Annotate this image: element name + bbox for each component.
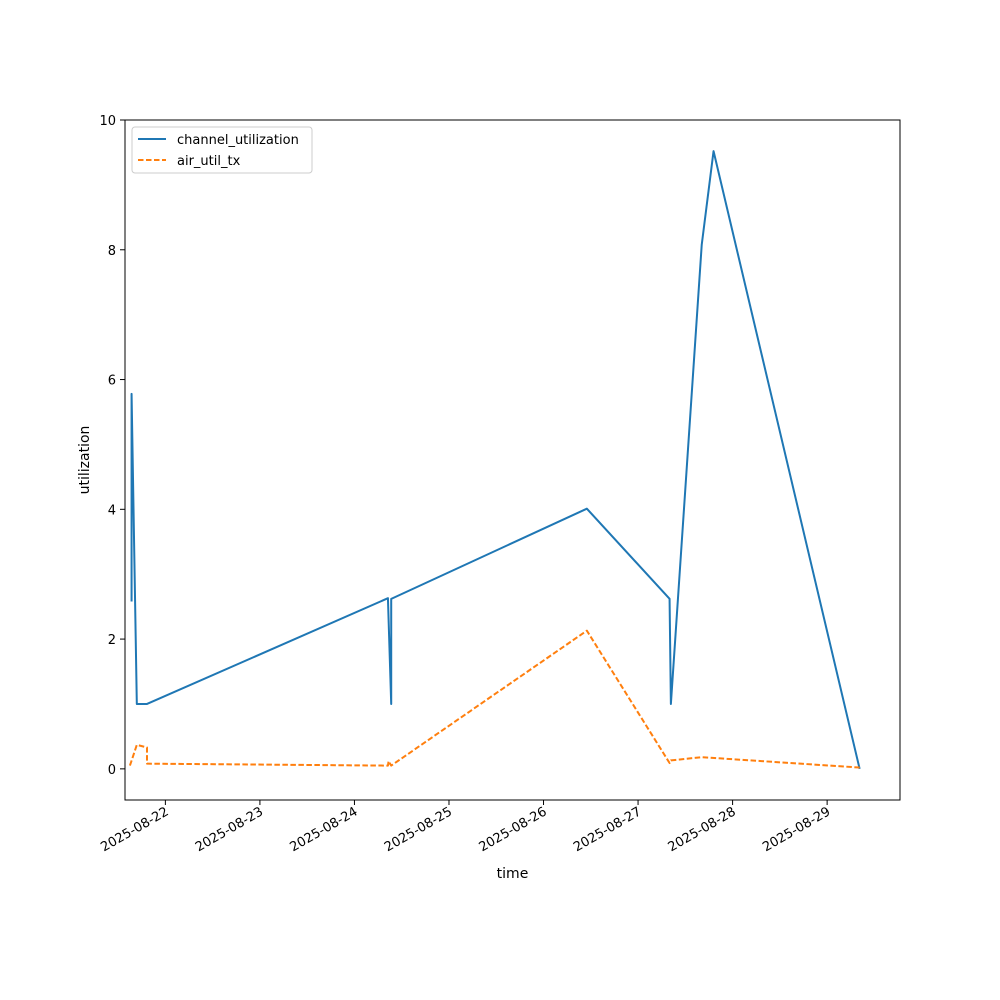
series-layer bbox=[128, 150, 861, 770]
plot-frame bbox=[124, 119, 901, 801]
y-axis-label: utilization bbox=[77, 426, 93, 495]
legend-box bbox=[131, 126, 313, 174]
x-axis-label: time bbox=[497, 866, 529, 882]
legend: channel_utilization air_util_tx bbox=[131, 126, 313, 174]
y-tick-label: 8 bbox=[108, 244, 116, 259]
y-tick-label: 0 bbox=[108, 763, 116, 778]
y-tick-label: 6 bbox=[108, 374, 116, 389]
legend-label-air-util-tx: air_util_tx bbox=[177, 154, 241, 169]
legend-label-channel-utilization: channel_utilization bbox=[177, 133, 299, 148]
series-line-channel-utilization bbox=[130, 150, 861, 770]
y-axis: 0 2 4 6 8 10 bbox=[99, 114, 125, 778]
y-tick-label: 4 bbox=[108, 503, 116, 518]
y-tick-label: 10 bbox=[99, 114, 116, 129]
series-line-air-util-tx bbox=[128, 629, 860, 769]
y-tick-label: 2 bbox=[108, 633, 116, 648]
